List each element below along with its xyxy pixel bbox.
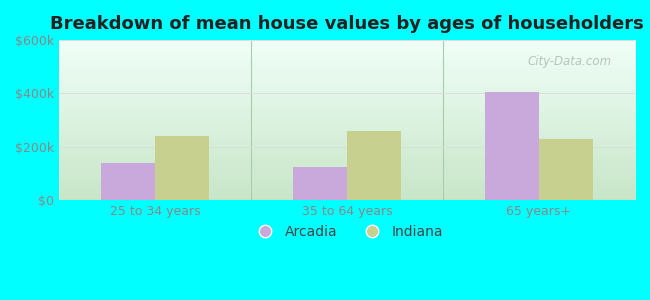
Title: Breakdown of mean house values by ages of householders: Breakdown of mean house values by ages o… <box>50 15 644 33</box>
Bar <box>539 139 593 200</box>
Bar <box>347 131 401 200</box>
Legend: Arcadia, Indiana: Arcadia, Indiana <box>246 219 448 244</box>
Text: City-Data.com: City-Data.com <box>528 55 612 68</box>
Bar <box>486 92 539 200</box>
Bar <box>155 136 209 200</box>
Bar <box>101 163 155 200</box>
Bar <box>293 167 347 200</box>
